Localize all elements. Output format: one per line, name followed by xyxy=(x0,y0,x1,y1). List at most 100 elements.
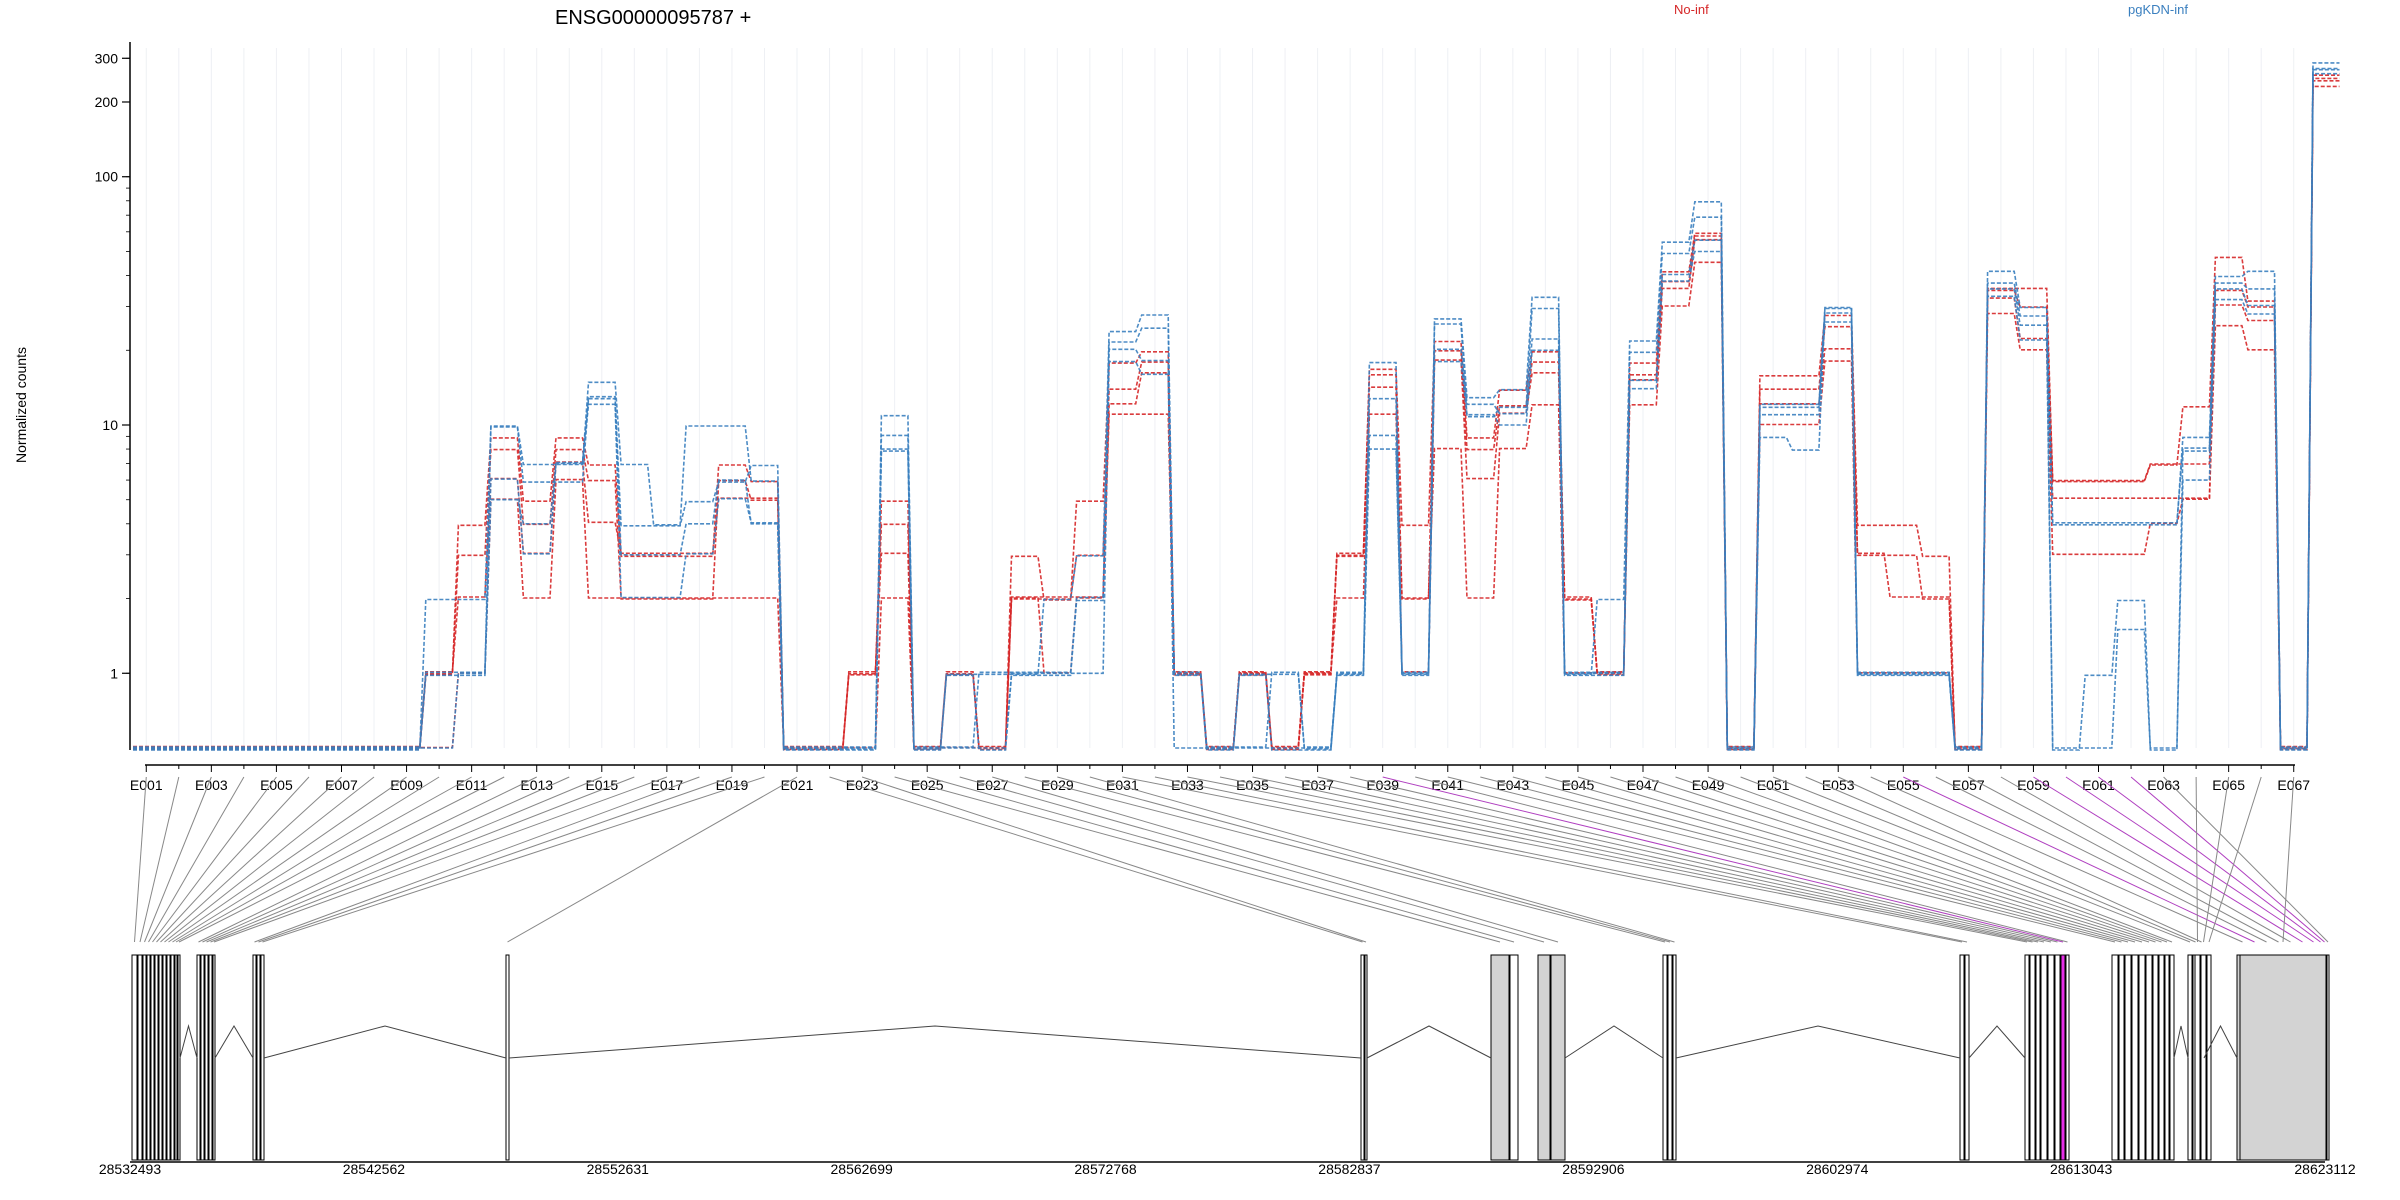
exon-block xyxy=(2118,954,2125,1161)
exon-block xyxy=(2326,954,2330,1161)
exon-block xyxy=(154,954,159,1161)
exon-link xyxy=(2195,776,2198,943)
y-tick-label: 200 xyxy=(95,94,119,110)
x-tick-label: E049 xyxy=(1692,777,1725,793)
exon-link xyxy=(156,776,310,943)
exon-link xyxy=(1772,776,2191,943)
genome-tick-label: 28582837 xyxy=(1318,1161,1381,1177)
exon-block xyxy=(2024,954,2030,1161)
exon-block xyxy=(2187,954,2193,1161)
x-tick-label: E007 xyxy=(325,777,358,793)
exon-link xyxy=(1447,776,2116,943)
exon-block xyxy=(2054,954,2061,1161)
genome-tick-label: 28602974 xyxy=(1806,1161,1869,1177)
exon-link xyxy=(1219,776,2033,943)
genome-tick-label: 28623112 xyxy=(2294,1161,2355,1177)
intron-line xyxy=(1675,1025,1961,1059)
exon-block xyxy=(196,954,201,1161)
exon-link xyxy=(144,776,212,943)
exon-block xyxy=(146,954,151,1161)
exon-block xyxy=(2194,954,2201,1161)
exon-link xyxy=(1382,776,2064,943)
exon-block xyxy=(2065,954,2070,1161)
x-tick-label: E001 xyxy=(130,777,163,793)
exon-block xyxy=(260,954,265,1161)
exon-link xyxy=(1870,776,2243,943)
x-tick-label: E003 xyxy=(195,777,228,793)
exon-block xyxy=(204,954,209,1161)
x-tick-label: E009 xyxy=(390,777,423,793)
y-axis-label: Normalized counts xyxy=(13,347,29,463)
series-line xyxy=(133,62,2340,750)
exon-link xyxy=(2208,776,2262,943)
exon-block xyxy=(1509,954,1519,1161)
series-3 xyxy=(133,77,2340,750)
series-line xyxy=(133,85,2340,749)
y-tick-label: 10 xyxy=(102,417,118,433)
intron-line xyxy=(263,1025,507,1059)
exon-block xyxy=(1964,954,1970,1161)
legend-label-pgkdn-inf: pgKDN-inf xyxy=(2128,2,2188,17)
exon-block xyxy=(2060,954,2066,1161)
x-tick-label: E063 xyxy=(2147,777,2180,793)
exon-block xyxy=(2124,954,2132,1161)
exon-block xyxy=(2200,954,2207,1161)
exon-block xyxy=(2047,954,2055,1161)
intron-line xyxy=(1564,1025,1664,1059)
exon-block xyxy=(2111,954,2119,1161)
x-tick-label: E015 xyxy=(585,777,618,793)
series-line xyxy=(133,77,2340,750)
exon-link xyxy=(164,776,375,943)
exon-link xyxy=(2130,776,2325,943)
y-tick-label: 100 xyxy=(95,169,119,185)
exon-block xyxy=(2029,954,2036,1161)
exon-link xyxy=(202,776,570,943)
exon-link xyxy=(178,776,505,943)
exon-link xyxy=(254,776,700,943)
gene-model xyxy=(131,776,2330,1161)
exon-link xyxy=(894,776,1501,943)
genome-tick-label: 28562699 xyxy=(831,1161,894,1177)
exon-link xyxy=(1057,776,1671,943)
exon-link xyxy=(172,776,440,943)
intron-line xyxy=(2203,1024,2238,1059)
exon-link xyxy=(213,776,668,943)
series-5 xyxy=(133,67,2340,748)
exon-link xyxy=(829,776,1363,943)
exon-link xyxy=(168,776,407,943)
y-tick-label: 300 xyxy=(95,50,119,66)
genome-tick-label: 28532493 xyxy=(99,1161,162,1177)
exon-link xyxy=(152,776,277,943)
exon-link xyxy=(1512,776,2129,943)
exon-link xyxy=(258,776,733,943)
exon-block xyxy=(1490,954,1510,1161)
y-tick-label: 1 xyxy=(110,665,118,681)
exon-link xyxy=(2065,776,2314,943)
series-line xyxy=(133,67,2340,748)
exon-block xyxy=(166,954,171,1161)
exon-link xyxy=(2033,776,2303,943)
exon-link xyxy=(1480,776,2122,943)
exon-block xyxy=(1364,954,1368,1161)
x-tick-label: E033 xyxy=(1171,777,1204,793)
exon-block xyxy=(131,954,138,1161)
exon-block xyxy=(2206,954,2212,1161)
exon-block xyxy=(252,954,257,1161)
x-tick-label: E019 xyxy=(716,777,749,793)
exon-block xyxy=(2169,954,2175,1161)
x-tick-label: E059 xyxy=(2017,777,2050,793)
exon-link xyxy=(148,776,245,943)
x-tick-label: E021 xyxy=(781,777,814,793)
exon-link xyxy=(959,776,1545,943)
exon-link xyxy=(507,776,798,943)
genome-tick-label: 28592906 xyxy=(1562,1161,1625,1177)
exon-link xyxy=(1838,776,2202,943)
exon-block xyxy=(1959,954,1965,1161)
exon-link xyxy=(1903,776,2255,943)
exon-block xyxy=(170,954,175,1161)
exon-link xyxy=(2163,776,2329,943)
x-tick-label: E023 xyxy=(846,777,879,793)
exon-link xyxy=(139,776,180,943)
exon-block xyxy=(1667,954,1673,1161)
